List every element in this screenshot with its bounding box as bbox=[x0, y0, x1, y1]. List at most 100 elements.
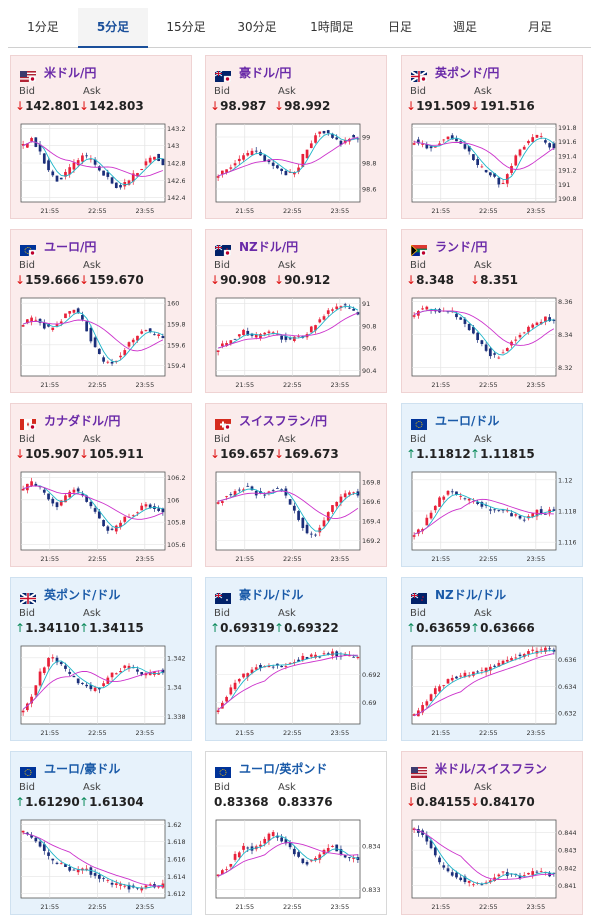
candle-body bbox=[472, 884, 475, 886]
candle-body bbox=[55, 175, 59, 182]
ma-fast-line bbox=[217, 835, 359, 877]
tab-1hour[interactable]: 1時間足 bbox=[310, 20, 354, 34]
price-chart[interactable]: 1.342 1.34 1.338 21:55 22:55 23:55 bbox=[19, 642, 185, 738]
rate-card[interactable]: NZドル/円 Bid Ask ↓90.908 ↓90.912 91 90.8 90.6 90.4… bbox=[205, 229, 387, 393]
candle-body bbox=[446, 490, 450, 495]
rate-card[interactable]: 米ドル/スイスフラン Bid Ask ↓0.84155 ↓0.84170 0.844 0.8… bbox=[401, 751, 583, 915]
card-header: 英ポンド/ドル bbox=[19, 586, 121, 605]
tab-1min[interactable]: 1分足 bbox=[27, 20, 59, 34]
us-ch-flag-icon bbox=[411, 763, 427, 778]
price-chart[interactable]: 1.12 1.118 1.116 21:55 22:55 23:55 bbox=[410, 468, 576, 564]
price-chart[interactable]: 99 98.8 98.6 21:55 22:55 23:55 bbox=[214, 120, 380, 216]
candle-body bbox=[284, 336, 288, 340]
tab-monthly[interactable]: 月足 bbox=[527, 20, 552, 34]
candle-body bbox=[527, 872, 530, 875]
ask-label: Ask bbox=[278, 86, 296, 97]
price-chart[interactable]: 169.8 169.6 169.4 169.2 21:55 22:55 23:55 bbox=[214, 468, 380, 564]
candle-body bbox=[110, 672, 114, 678]
rate-card[interactable]: カナダドル/円 Bid Ask ↓105.907 ↓105.911 106.2 106 105… bbox=[10, 403, 192, 567]
rate-card[interactable]: ユーロ/円 Bid Ask ↓159.666 ↓159.670 160 159.8 159.6… bbox=[10, 229, 192, 393]
candle-body bbox=[476, 332, 480, 341]
currency-pair-name[interactable]: ユーロ/英ポンド bbox=[239, 761, 328, 776]
candle-body bbox=[539, 509, 543, 514]
candle-body bbox=[42, 667, 46, 674]
candle-body bbox=[229, 494, 233, 496]
candle-body bbox=[484, 169, 488, 173]
price-chart[interactable]: 0.834 0.833 21:55 22:55 23:55 bbox=[214, 816, 380, 912]
y-tick-label: 1.616 bbox=[167, 856, 185, 864]
price-chart[interactable]: 191.8 191.6 191.4 191.2 191 190.8 21:55 22:55 23… bbox=[410, 120, 576, 216]
price-chart[interactable]: 91 90.8 90.6 90.4 21:55 22:55 23:55 bbox=[214, 294, 380, 390]
price-chart[interactable]: 143.2 143 142.8 142.6 142.4 21:55 22:55 23:55 bbox=[19, 120, 185, 216]
x-tick-label: 22:55 bbox=[283, 903, 302, 911]
currency-pair-name[interactable]: スイスフラン/円 bbox=[239, 413, 328, 428]
currency-pair-name[interactable]: ランド/円 bbox=[435, 239, 488, 254]
currency-pair-name[interactable]: 英ポンド/円 bbox=[435, 65, 500, 80]
candle-body bbox=[352, 492, 356, 494]
bid-label: Bid bbox=[19, 782, 35, 793]
rate-card[interactable]: スイスフラン/円 Bid Ask ↓169.657 ↓169.673 169.8 169.6… bbox=[205, 403, 387, 567]
currency-pair-name[interactable]: NZドル/円 bbox=[239, 239, 299, 254]
candle-body bbox=[288, 338, 292, 340]
candle-body bbox=[335, 502, 339, 507]
arrow-down-icon: ↓ bbox=[470, 795, 481, 809]
tab-30min[interactable]: 30分足 bbox=[237, 20, 277, 34]
candle-body bbox=[421, 144, 424, 145]
arrow-down-icon: ↓ bbox=[406, 795, 417, 809]
rate-card[interactable]: ユーロ/豪ドル Bid Ask ↑1.61290 ↑1.61304 1.62 1.618 1.… bbox=[10, 751, 192, 915]
price-chart[interactable]: 0.636 0.634 0.632 21:55 22:55 23:55 bbox=[410, 642, 576, 738]
y-tick-label: 90.4 bbox=[362, 367, 376, 375]
tab-daily[interactable]: 日足 bbox=[387, 20, 412, 34]
rate-card[interactable]: 英ポンド/円 Bid Ask ↓191.509 ↓191.516 191.8 191.6 19… bbox=[401, 55, 583, 219]
ma-slow-line bbox=[413, 828, 554, 881]
candle-body bbox=[250, 150, 254, 156]
rate-card[interactable]: 豪ドル/円 Bid Ask ↓98.987 ↓98.992 99 98.8 98.6 21:55… bbox=[205, 55, 387, 219]
rate-card[interactable]: ユーロ/ドル Bid Ask ↑1.11812 ↑1.11815 1.12 1.118 1.1… bbox=[401, 403, 583, 567]
currency-pair-name[interactable]: 米ドル/円 bbox=[44, 65, 97, 80]
currency-pair-name[interactable]: 豪ドル/円 bbox=[239, 65, 292, 80]
rate-card[interactable]: ユーロ/英ポンド Bid Ask 0.83368 0.83376 0.834 0.833 21… bbox=[205, 751, 387, 915]
currency-pair-name[interactable]: ユーロ/円 bbox=[44, 239, 97, 254]
arrow-up-icon: ↑ bbox=[79, 795, 90, 809]
rate-card[interactable]: 英ポンド/ドル Bid Ask ↑1.34110 ↑1.34115 1.342 1.34 1.… bbox=[10, 577, 192, 741]
ask-label: Ask bbox=[474, 434, 492, 445]
currency-pair-name[interactable]: カナダドル/円 bbox=[44, 413, 121, 428]
bid-label: Bid bbox=[19, 86, 35, 97]
currency-pair-name[interactable]: ユーロ/ドル bbox=[435, 413, 500, 428]
candle-body bbox=[301, 153, 305, 168]
price-chart[interactable]: 1.62 1.618 1.616 1.614 1.612 21:55 22:55 23:55 bbox=[19, 816, 185, 912]
candle-body bbox=[488, 666, 492, 671]
currency-pair-name[interactable]: ユーロ/豪ドル bbox=[44, 761, 121, 776]
ask-value: ↓191.516 bbox=[470, 99, 535, 113]
price-chart[interactable]: 8.36 8.34 8.32 21:55 22:55 23:55 bbox=[410, 294, 576, 390]
candle-body bbox=[161, 158, 165, 166]
x-tick-label: 21:55 bbox=[235, 555, 254, 563]
candle-body bbox=[535, 871, 539, 873]
ask-label: Ask bbox=[474, 260, 492, 271]
arrow-down-icon: ↓ bbox=[470, 273, 481, 287]
rate-card[interactable]: 米ドル/円 Bid Ask ↓142.801 ↓142.803 143.2 143 142.8… bbox=[10, 55, 192, 219]
candle-body bbox=[326, 847, 330, 852]
candle-body bbox=[433, 847, 437, 856]
price-chart[interactable]: 0.844 0.843 0.842 0.841 21:55 22:55 23:55 bbox=[410, 816, 576, 912]
currency-pair-name[interactable]: NZドル/ドル bbox=[435, 587, 507, 602]
x-tick-label: 23:55 bbox=[526, 903, 545, 911]
tab-weekly[interactable]: 週足 bbox=[452, 20, 477, 34]
candlestick-chart: 1.62 1.618 1.616 1.614 1.612 21:55 22:55 23:55 bbox=[20, 819, 185, 911]
rate-card[interactable]: 豪ドル/ドル Bid Ask ↑0.69319 ↑0.69322 0.692 0.69 21:… bbox=[205, 577, 387, 741]
rate-card[interactable]: NZドル/ドル Bid Ask ↑0.63659 ↑0.63666 0.636 0.634 0… bbox=[401, 577, 583, 741]
currency-pair-name[interactable]: 米ドル/スイスフラン bbox=[435, 761, 548, 776]
currency-pair-name[interactable]: 英ポンド/ドル bbox=[44, 587, 121, 602]
price-chart[interactable]: 160 159.8 159.6 159.4 21:55 22:55 23:55 bbox=[19, 294, 185, 390]
candle-body bbox=[522, 146, 526, 150]
candle-body bbox=[102, 683, 105, 687]
currency-pair-name[interactable]: 豪ドル/ドル bbox=[239, 587, 304, 602]
candlestick-chart: 0.636 0.634 0.632 21:55 22:55 23:55 bbox=[411, 645, 576, 737]
rate-card[interactable]: ランド/円 Bid Ask ↓8.348 ↓8.351 8.36 8.34 8.32 21:55… bbox=[401, 229, 583, 393]
arrow-down-icon: ↓ bbox=[79, 447, 90, 461]
price-chart[interactable]: 0.692 0.69 21:55 22:55 23:55 bbox=[214, 642, 380, 738]
tab-5min[interactable]: 5分足 bbox=[78, 8, 148, 48]
tab-15min[interactable]: 15分足 bbox=[166, 20, 206, 34]
x-tick-label: 22:55 bbox=[479, 903, 498, 911]
price-chart[interactable]: 106.2 106 105.8 105.6 21:55 22:55 23:55 bbox=[19, 468, 185, 564]
